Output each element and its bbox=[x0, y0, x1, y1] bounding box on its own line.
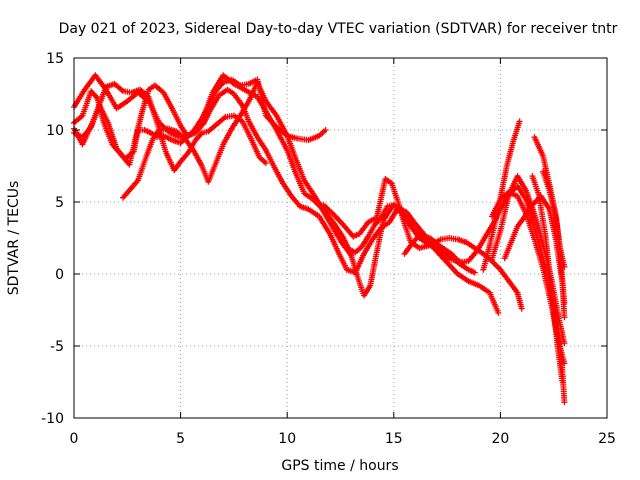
ticks bbox=[73, 57, 608, 419]
series-track-12 bbox=[529, 173, 566, 384]
marker-trace bbox=[529, 173, 566, 384]
y-tick-labels: -10 -5 0 5 10 15 bbox=[41, 51, 64, 427]
y-axis-label: SDTVAR / TECUs bbox=[6, 181, 22, 296]
chart-title: Day 021 of 2023, Sidereal Day-to-day VTE… bbox=[59, 21, 618, 37]
series-track-6 bbox=[320, 176, 525, 312]
marker-trace bbox=[120, 79, 468, 266]
x-tick-label: 0 bbox=[70, 431, 79, 447]
marker-trace bbox=[540, 168, 568, 270]
y-tick-label: 10 bbox=[46, 123, 64, 139]
x-tick-labels: 0 5 10 15 20 25 bbox=[70, 431, 616, 447]
y-tick-label: 5 bbox=[55, 195, 64, 211]
x-tick-label: 10 bbox=[278, 431, 296, 447]
x-tick-label: 20 bbox=[491, 431, 509, 447]
data-series bbox=[71, 72, 568, 406]
series-track-14 bbox=[540, 168, 568, 270]
y-tick-label: -5 bbox=[50, 339, 64, 355]
series-track-5 bbox=[120, 79, 468, 266]
y-tick-label: 15 bbox=[46, 51, 64, 67]
marker-trace bbox=[71, 82, 502, 316]
x-axis-label: GPS time / hours bbox=[281, 458, 398, 474]
y-tick-label: -10 bbox=[41, 411, 64, 427]
x-tick-label: 25 bbox=[598, 431, 616, 447]
y-tick-label: 0 bbox=[55, 267, 64, 283]
marker-trace bbox=[320, 176, 525, 312]
plot-frame bbox=[73, 57, 608, 419]
series-track-2 bbox=[71, 82, 502, 316]
x-tick-label: 5 bbox=[176, 431, 185, 447]
x-tick-label: 15 bbox=[385, 431, 403, 447]
